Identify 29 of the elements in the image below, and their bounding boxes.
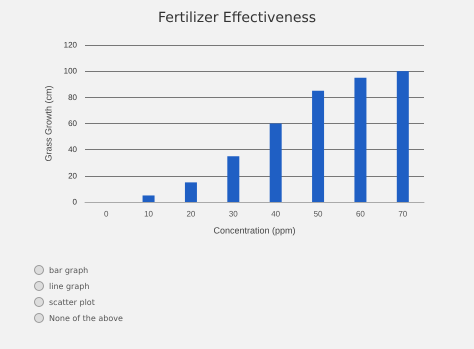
y-tick-label: 20 — [68, 171, 78, 180]
y-tick-label: 0 — [72, 198, 78, 206]
x-axis-title: Concentration (ppm) — [213, 226, 296, 236]
bar — [184, 182, 197, 202]
bar — [354, 78, 366, 202]
text: None of the above — [49, 314, 123, 322]
x-tick-label: 60 — [356, 210, 366, 218]
y-tick-label: 100 — [64, 66, 78, 76]
x-tick-label: 30 — [228, 210, 238, 218]
chart-title: Fertilizer Effectiveness — [158, 10, 316, 26]
x-tick-label: 70 — [398, 210, 408, 218]
x-tick-label: 0 — [104, 210, 109, 218]
bar — [227, 156, 240, 202]
x-tick-label: 40 — [271, 210, 281, 218]
text: line graph — [49, 282, 90, 290]
text: scatter plot — [49, 298, 95, 306]
bar — [142, 195, 155, 202]
y-tick-label: 120 — [64, 40, 78, 50]
y-tick-label: 60 — [68, 119, 78, 128]
y-tick-label: 80 — [68, 92, 78, 102]
x-tick-label: 50 — [314, 210, 324, 218]
y-tick-label: 40 — [68, 145, 78, 154]
text: bar graph — [49, 266, 88, 274]
x-tick-label: 20 — [186, 210, 196, 218]
x-tick-label: 10 — [144, 210, 154, 218]
y-axis-title: Grass Growth (cm) — [43, 85, 54, 162]
bar — [312, 90, 324, 202]
bar — [396, 71, 409, 202]
bar — [270, 124, 282, 202]
